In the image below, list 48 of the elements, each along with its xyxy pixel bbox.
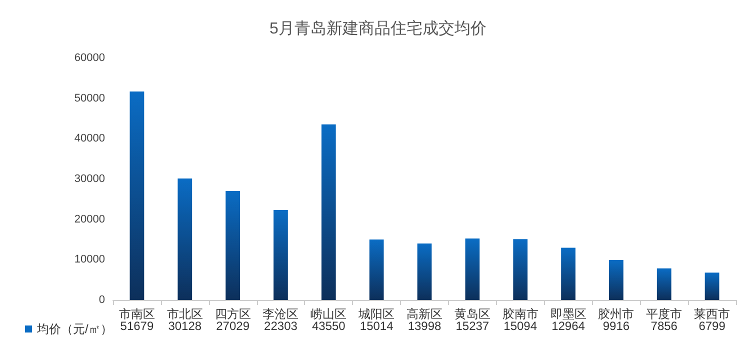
legend-label: 均价（元/㎡） [36,322,112,336]
data-label: 51679 [120,319,154,333]
bar [321,124,336,300]
y-tick-label: 30000 [74,173,105,185]
data-label: 6799 [698,319,726,333]
bar [656,268,672,300]
x-tick-label: 市南区 [118,307,155,321]
y-tick-label: 20000 [74,213,105,226]
data-label: 13998 [408,319,442,333]
data-label: 43550 [312,319,346,333]
x-tick-label: 李沧区 [262,307,299,321]
x-tick-label: 崂山区 [310,307,347,321]
x-tick-label: 即墨区 [550,307,586,321]
data-label: 15094 [504,319,538,333]
x-tick-label: 黄岛区 [454,307,490,321]
chart-title: 5月青岛新建商品住宅成交均价 [270,20,486,38]
y-tick-label: 40000 [74,132,105,145]
x-tick-label: 平度市 [646,307,682,321]
bar [513,239,528,300]
data-label: 15014 [360,319,394,333]
x-tick-label: 莱西市 [694,307,730,321]
bar [561,248,576,300]
x-tick-label: 胶南市 [502,307,538,321]
data-label: 9916 [602,319,630,333]
bar [465,238,480,300]
y-tick-label: 60000 [74,52,105,64]
x-tick-label: 高新区 [406,307,442,321]
data-label: 30128 [168,319,202,333]
bar [226,190,240,300]
x-tick-label: 四方区 [214,307,251,321]
x-tick-label: 胶州市 [598,307,634,321]
y-tick-label: 0 [98,294,105,306]
y-tick-label: 10000 [74,254,105,266]
data-label: 22303 [264,319,298,333]
bar [369,239,384,300]
bar [417,244,432,300]
bar [178,178,192,300]
x-tick-label: 城阳区 [358,307,395,321]
bar [274,210,288,300]
bar [609,260,624,300]
data-label: 12964 [552,319,586,333]
x-tick-label: 市北区 [166,307,203,321]
data-label: 27029 [216,319,250,333]
data-label: 15237 [456,319,490,333]
data-label: 7856 [650,319,678,333]
y-tick-label: 50000 [74,92,105,104]
bar [130,92,144,300]
bar [704,272,720,300]
